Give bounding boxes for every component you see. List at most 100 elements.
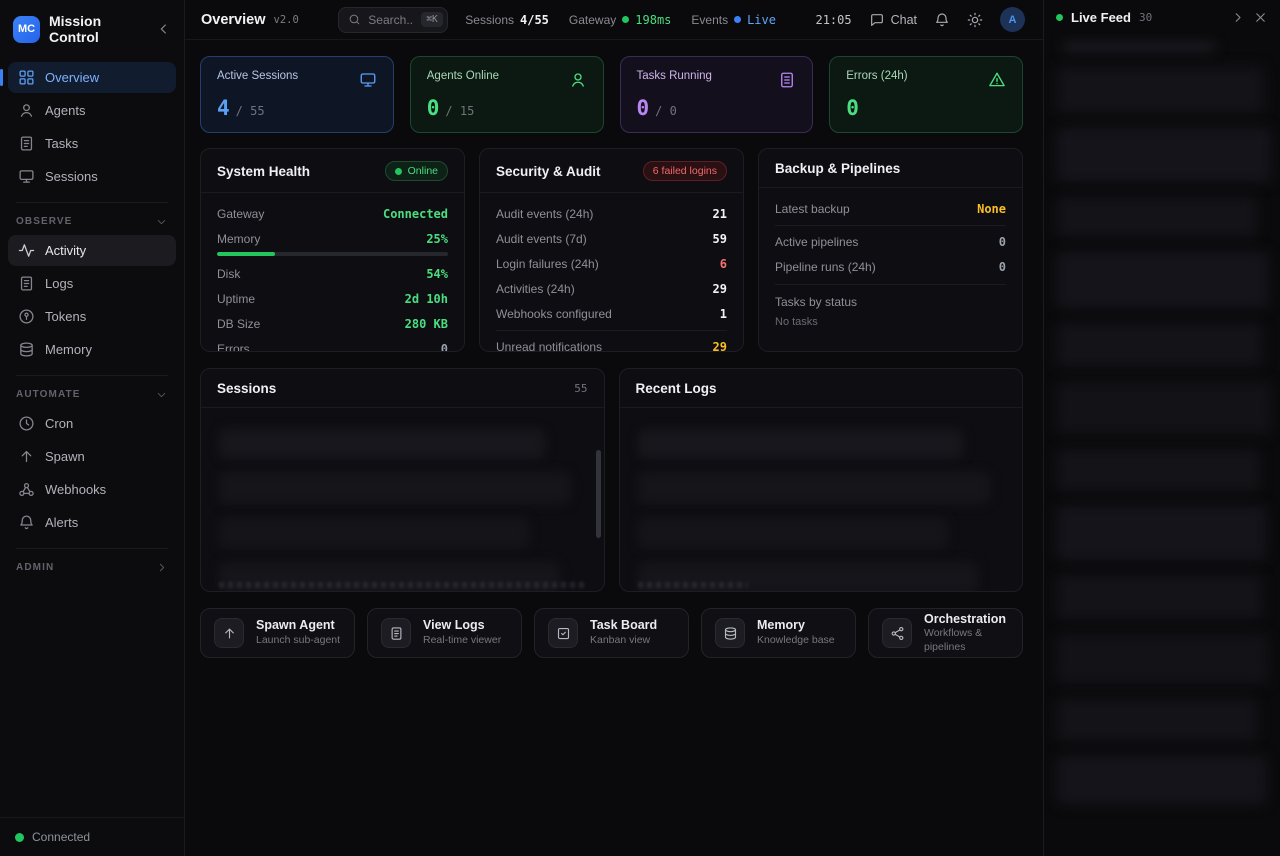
metric-label: Unread notifications [496,340,603,352]
blurred-footer-text [219,582,586,588]
sidebar-item[interactable]: Overview [0,62,176,93]
sidebar-section-automate[interactable]: Automate [0,376,184,406]
blurred-session-row [219,472,571,504]
divider [16,375,168,376]
metric-label: Audit events (24h) [496,206,594,221]
avatar[interactable]: A [1000,7,1026,32]
stat-card-value: 0 [426,96,440,120]
blurred-feed-item [1056,322,1263,368]
topbar-stat: Gateway 198ms [569,13,671,27]
theme-toggle-sun-icon[interactable] [967,12,983,28]
metric-row: Activities (24h) 29 [496,276,727,301]
blurred-feed-item [1062,42,1216,52]
quick-action-subtitle: Workflows & pipelines [924,627,983,653]
sidebar-item[interactable]: Tokens [8,301,176,332]
sidebar-section-observe[interactable]: Observe [0,203,184,233]
notifications-bell-icon[interactable] [934,12,950,28]
blurred-feed-item [1056,196,1259,238]
topbar-stat-value: Live [747,12,776,27]
sidebar-collapse-icon[interactable] [156,21,172,37]
metric-row: DB Size 280 KB [217,311,448,336]
status-dot [622,16,630,23]
stat-card-total: 0 [669,104,677,118]
sessions-list[interactable] [201,408,604,591]
metric-label: Login failures (24h) [496,256,599,271]
blurred-feed-item [1056,633,1270,685]
metric-value: 280 KB [404,316,448,331]
stat-card-label: Errors (24h) [846,70,908,82]
quick-action-button[interactable]: Orchestration Workflows & pipelines [868,608,1023,658]
metric-row: Uptime 2d 10h [217,286,448,311]
app-logo: MC [13,15,40,43]
metric-row: Unread notifications 29 [496,330,727,352]
sidebar-item[interactable]: Cron [8,408,176,439]
blurred-feed-item [1056,251,1270,309]
sidebar-item[interactable]: Webhooks [8,474,176,505]
panel-title: Sessions [217,381,277,396]
chevron-down-icon[interactable] [155,388,168,401]
metric-row: Errors 0 [217,336,448,352]
blurred-feed-item [1056,448,1261,492]
feed-collapse-chevron-icon[interactable] [1230,10,1245,25]
metric-label: Pipeline runs (24h) [775,260,876,274]
metric-row: Memory 25% [217,226,448,251]
quick-action-button[interactable]: Memory Knowledge base [701,608,856,658]
metric-label: Webhooks configured [496,306,612,321]
scrollbar-thumb[interactable] [595,450,601,538]
sidebar-item[interactable]: Logs [8,268,176,299]
stat-card[interactable]: Tasks Running 0 / 0 [619,56,814,133]
live-feed-list[interactable] [1044,34,1280,856]
sidebar-item[interactable]: Sessions [8,161,176,192]
sidebar-item[interactable]: Tasks [8,128,176,159]
chat-button[interactable]: Chat [869,12,917,28]
version-label: v2.0 [273,13,299,26]
stat-card[interactable]: Active Sessions 4 / 55 [200,56,394,133]
blurred-feed-item [1056,381,1272,435]
sidebar-item[interactable]: Alerts [8,507,176,538]
stat-card-icon [359,71,377,89]
metric-value: 2d 10h [404,291,448,306]
progress-bar [217,252,448,256]
system-health-panel: System Health Online Gateway Connected [200,148,465,352]
stat-cards-row: Active Sessions 4 / 55 Agents Online [200,56,1023,133]
quick-action-subtitle: Kanban view [590,633,651,646]
quick-action-button[interactable]: View Logs Real-time viewer [367,608,522,658]
blurred-feed-item [1056,505,1268,561]
metric-label: DB Size [217,316,261,331]
feed-close-icon[interactable] [1253,10,1268,25]
metric-label: Active pipelines [775,235,859,249]
sidebar-item[interactable]: Spawn [8,441,176,472]
live-feed-panel: Live Feed 30 [1043,0,1280,856]
panel-title: Recent Logs [635,381,717,396]
metric-value: 59 [712,231,727,246]
sidebar-item[interactable]: Agents [8,95,176,126]
status-dot [734,16,742,23]
metric-value: 21 [712,206,727,221]
logs-list[interactable] [620,408,1023,591]
search-input[interactable] [368,12,415,27]
search-box[interactable]: ⌘K [338,6,449,33]
sidebar-item-icon [18,415,35,432]
quick-action-button[interactable]: Spawn Agent Launch sub-agent [200,608,355,658]
sidebar-item-label: Tasks [45,136,79,151]
connected-label: Connected [32,830,91,844]
stat-card[interactable]: Errors (24h) 0 [829,56,1023,133]
quick-action-icon [556,626,571,641]
blurred-feed-item [1056,66,1265,114]
quick-action-subtitle: Knowledge base [757,633,835,646]
sidebar-main-group: Overview Agents Tasks Sessions [0,62,184,192]
sidebar-item[interactable]: Memory [8,334,176,365]
stat-sep: / [235,104,243,118]
chevron-down-icon[interactable] [155,215,168,228]
stat-card[interactable]: Agents Online 0 / 15 [409,56,604,133]
quick-action-button[interactable]: Task Board Kanban view [534,608,689,658]
clock: 21:05 [815,12,852,27]
sidebar-item[interactable]: Activity [8,235,176,266]
blurred-feed-item [1056,698,1259,742]
blurred-log-row [637,429,963,459]
sidebar-section-admin[interactable]: Admin [0,549,184,579]
metric-value: 29 [712,340,727,352]
quick-action-icon [389,626,404,641]
sidebar-item-label: Spawn [45,449,85,464]
chevron-right-icon[interactable] [155,561,168,574]
